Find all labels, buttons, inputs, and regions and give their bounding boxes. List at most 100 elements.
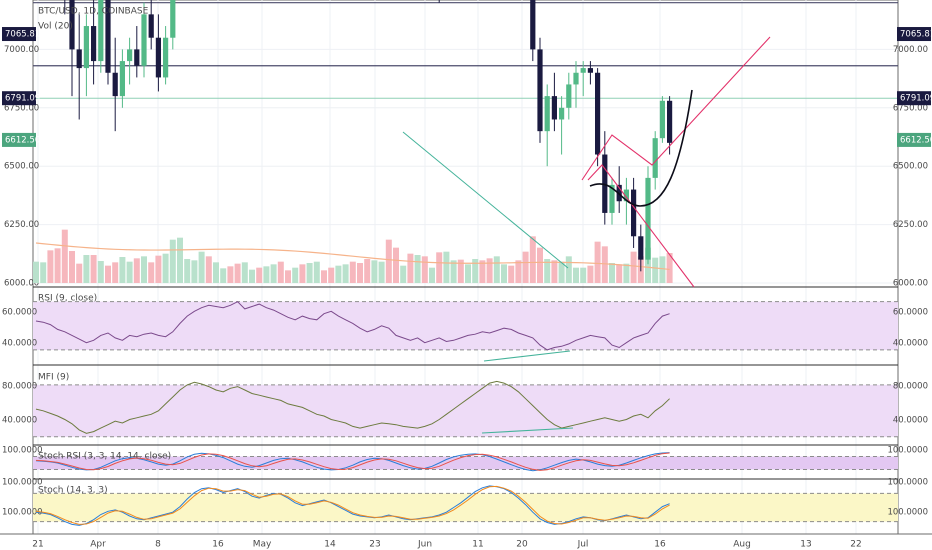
volume-bar <box>191 260 198 283</box>
candle-body[interactable] <box>645 177 651 260</box>
price-axis-label-left: 6250.00 <box>4 220 39 230</box>
x-axis-tick-label: 21 <box>32 540 43 550</box>
price-badge-right-bg <box>897 27 931 42</box>
support-trendline <box>402 131 569 269</box>
x-axis-tick-label: 14 <box>324 540 336 550</box>
indicator-panel-3: Stoch (14, 3, 3) 100.0000 100.0000 <box>2 485 928 535</box>
candle-body[interactable] <box>76 49 82 69</box>
volume-bar <box>493 256 500 283</box>
volume-bar <box>220 268 227 283</box>
price-axis-label-left: 6500.00 <box>4 162 39 172</box>
indicator-axis-label-left: 100.0000 <box>2 446 43 456</box>
candle-body[interactable] <box>595 72 601 155</box>
price-axis-label-left: 6750.00 <box>4 103 39 113</box>
candle-body[interactable] <box>530 0 536 50</box>
candle-body[interactable] <box>559 107 565 120</box>
candle-body[interactable] <box>602 154 608 213</box>
volume-bar <box>76 263 83 283</box>
volume-bar <box>148 262 155 283</box>
indicator-axis-label-left: 100.0000 <box>2 508 43 518</box>
candles <box>64 0 673 272</box>
volume-bar <box>33 261 39 283</box>
volume-bar <box>450 260 457 283</box>
candle-body[interactable] <box>163 37 169 78</box>
indicator-series-line <box>35 485 670 526</box>
price-badge-left: 6791.09 <box>2 91 40 106</box>
volume-bar <box>371 260 378 283</box>
candle-body[interactable] <box>148 14 154 38</box>
candle-body[interactable] <box>83 26 89 69</box>
indicator-axis-label-left: 80.0000 <box>2 382 37 392</box>
volume-bar <box>429 267 435 283</box>
candle-body[interactable] <box>119 61 125 97</box>
candle-body[interactable] <box>652 138 658 178</box>
candle-body[interactable] <box>91 26 97 62</box>
candle-body[interactable] <box>69 0 75 50</box>
candle-body[interactable] <box>127 49 133 62</box>
x-axis-tick-label: 13 <box>800 540 811 550</box>
volume-bar <box>522 251 529 283</box>
volume-bar <box>285 270 291 283</box>
volume-bar <box>551 260 558 283</box>
volume-bar <box>241 262 248 283</box>
candle-body[interactable] <box>659 100 665 139</box>
volume-bar <box>184 259 191 283</box>
volume-bar <box>515 260 522 283</box>
volume-bar <box>501 264 507 283</box>
candle-body[interactable] <box>587 68 593 73</box>
volume-bar <box>544 259 551 283</box>
volume-bar <box>47 250 54 283</box>
volume-bar <box>97 261 104 283</box>
candle-body[interactable] <box>566 84 572 108</box>
volume-bar <box>472 259 479 283</box>
mfi-divergence-line <box>481 427 574 434</box>
candle-body[interactable] <box>551 96 557 120</box>
projection-path-upper <box>581 36 771 181</box>
volume-bar <box>580 267 587 283</box>
volume-bar <box>306 263 313 283</box>
price-badge-left: 7065.81 <box>2 27 40 42</box>
volume-bar <box>443 251 450 283</box>
candle-body[interactable] <box>544 96 550 132</box>
candle-body[interactable] <box>609 184 615 213</box>
indicator-axis-label-right: 40.0000 <box>893 416 928 426</box>
volume-bar <box>292 267 299 283</box>
candle-body[interactable] <box>623 189 629 202</box>
x-axis-tick-label: 16 <box>654 540 666 550</box>
volume-bar <box>54 248 61 283</box>
x-axis-tick-label: Aug <box>733 540 751 550</box>
indicator-axis-label-right: 100.0000 <box>887 508 928 518</box>
x-axis-tick-label: 20 <box>516 540 528 550</box>
volume-bar <box>69 251 75 283</box>
candle-body[interactable] <box>573 72 579 85</box>
candle-body[interactable] <box>631 189 637 237</box>
candle-body[interactable] <box>638 236 644 260</box>
volume-bar <box>155 255 162 283</box>
candle-body[interactable] <box>98 0 104 62</box>
candle-body[interactable] <box>112 72 118 97</box>
price-axis-label-right: 6000.00 <box>893 279 928 289</box>
price-axis-label-left: 7000.00 <box>4 45 39 55</box>
candle-body[interactable] <box>170 0 176 38</box>
x-axis-tick-label: 22 <box>850 540 861 550</box>
price-badge-right-text: 6612.50 <box>900 135 932 145</box>
indicator-axis-label-right: 100.0000 <box>887 478 928 488</box>
volume-bar <box>328 267 335 283</box>
volume-bar <box>465 264 471 283</box>
volume-bar <box>594 241 601 283</box>
candle-body[interactable] <box>105 0 111 73</box>
candle-body[interactable] <box>134 49 140 66</box>
volume-bar <box>364 259 371 283</box>
price-axis-label-right: 6750.00 <box>893 103 928 113</box>
candle-body[interactable] <box>667 100 673 143</box>
volume-bar <box>652 257 659 283</box>
candle-body[interactable] <box>580 68 586 73</box>
indicator-label: RSI (9, close) <box>38 294 97 304</box>
candle-body[interactable] <box>155 37 161 78</box>
volume-bar <box>105 265 111 283</box>
candle-body[interactable] <box>537 49 543 132</box>
indicator-axis-label-left: 40.0000 <box>2 416 37 426</box>
indicator-series-line <box>35 452 670 472</box>
candle-body[interactable] <box>141 14 147 66</box>
